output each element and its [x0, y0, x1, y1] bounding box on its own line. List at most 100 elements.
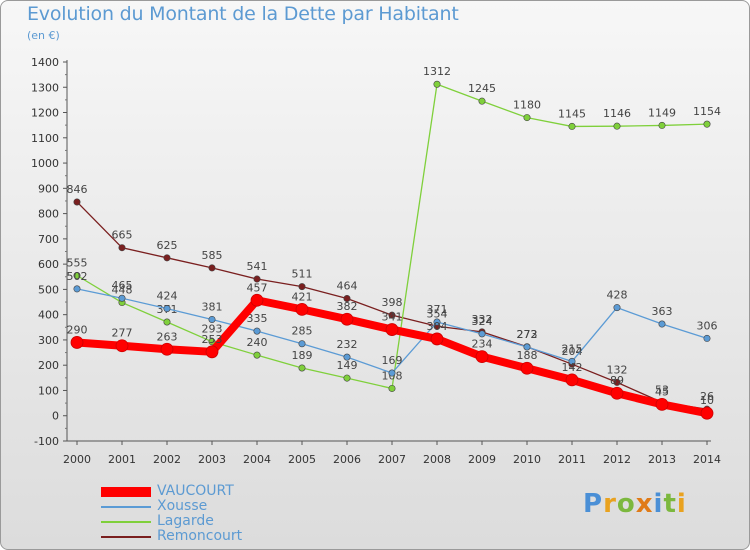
data-point-lagarde	[568, 122, 576, 130]
data-label-remoncourt: 464	[337, 279, 358, 292]
data-point-vaucourt	[430, 332, 444, 346]
data-label-lagarde: 1245	[468, 82, 496, 95]
data-point-lagarde	[163, 318, 171, 326]
data-label-vaucourt: 263	[157, 330, 178, 343]
data-point-lagarde	[343, 374, 351, 382]
data-label-lagarde: 1149	[648, 106, 676, 119]
data-point-vaucourt	[610, 386, 624, 400]
data-point-xousse	[613, 304, 621, 312]
legend-swatch	[101, 505, 151, 508]
data-point-remoncourt	[73, 198, 81, 206]
data-point-remoncourt	[208, 264, 216, 272]
legend-swatch	[101, 486, 151, 497]
data-point-xousse	[163, 305, 171, 313]
data-label-vaucourt: 382	[337, 300, 358, 313]
data-label-xousse: 335	[247, 312, 268, 325]
data-label-remoncourt: 332	[472, 313, 493, 326]
data-label-lagarde: 1146	[603, 107, 631, 120]
legend-item-vaucourt: VAUCOURT	[101, 484, 242, 499]
data-label-remoncourt: 625	[157, 239, 178, 252]
x-tick-label: 2003	[198, 453, 226, 466]
chart-subtitle: (en €)	[27, 29, 60, 42]
data-point-xousse	[658, 320, 666, 328]
x-tick-label: 2007	[378, 453, 406, 466]
data-point-lagarde	[388, 384, 396, 392]
data-point-vaucourt	[205, 345, 219, 359]
data-label-lagarde: 149	[337, 359, 358, 372]
data-label-vaucourt: 421	[292, 290, 313, 303]
data-label-xousse: 371	[427, 303, 448, 316]
data-label-vaucourt: 277	[112, 327, 133, 340]
proxiti-logo: Proxiti	[583, 489, 687, 519]
data-label-xousse: 502	[67, 270, 88, 283]
data-point-vaucourt	[475, 350, 489, 364]
data-point-xousse	[388, 369, 396, 377]
x-tick-label: 2005	[288, 453, 316, 466]
x-tick-label: 2011	[558, 453, 586, 466]
data-point-xousse	[298, 340, 306, 348]
data-label-remoncourt: 846	[67, 183, 88, 196]
data-label-remoncourt: 665	[112, 229, 133, 242]
data-point-vaucourt	[295, 302, 309, 316]
x-tick-label: 2008	[423, 453, 451, 466]
legend-label: Lagarde	[157, 513, 214, 529]
data-point-vaucourt	[70, 336, 84, 349]
data-point-vaucourt	[340, 312, 354, 326]
data-label-remoncourt: 511	[292, 268, 313, 281]
y-tick-label: 700	[38, 233, 59, 246]
data-label-remoncourt: 585	[202, 249, 223, 262]
data-label-xousse: 232	[337, 338, 358, 351]
data-point-lagarde	[613, 122, 621, 130]
data-point-vaucourt	[565, 373, 579, 387]
chart-title: Evolution du Montant de la Dette par Hab…	[27, 3, 459, 25]
legend-swatch	[101, 520, 151, 523]
data-point-remoncourt	[343, 294, 351, 302]
legend-label: VAUCOURT	[157, 483, 234, 499]
data-point-xousse	[478, 330, 486, 338]
data-label-xousse: 363	[652, 305, 673, 318]
x-tick-label: 2001	[108, 453, 136, 466]
y-tick-label: 600	[38, 258, 59, 271]
data-label-xousse: 272	[517, 328, 538, 341]
y-tick-label: 200	[38, 359, 59, 372]
x-tick-label: 2004	[243, 453, 271, 466]
data-label-vaucourt: 304	[427, 320, 448, 333]
data-point-xousse	[703, 334, 711, 342]
y-tick-label: 0	[52, 410, 59, 423]
data-point-xousse	[253, 327, 261, 335]
data-label-vaucourt: 142	[562, 361, 583, 374]
data-label-lagarde: 555	[67, 257, 88, 270]
y-tick-label: 100	[38, 384, 59, 397]
x-tick-label: 2013	[648, 453, 676, 466]
data-point-xousse	[118, 294, 126, 302]
data-label-vaucourt: 290	[67, 323, 88, 336]
data-point-lagarde	[658, 121, 666, 129]
y-tick-label: 400	[38, 309, 59, 322]
data-label-remoncourt: 541	[247, 260, 268, 273]
legend-item-remoncourt: Remoncourt	[101, 529, 242, 544]
data-point-remoncourt	[298, 283, 306, 291]
legend: VAUCOURT Xousse Lagarde Remoncourt	[101, 484, 242, 544]
data-point-vaucourt	[700, 406, 714, 420]
data-point-vaucourt	[520, 361, 534, 375]
data-point-vaucourt	[385, 323, 399, 336]
legend-item-xousse: Xousse	[101, 499, 242, 514]
y-tick-label: 1000	[31, 157, 59, 170]
data-label-xousse: 424	[157, 290, 178, 303]
data-point-xousse	[73, 285, 81, 293]
data-point-remoncourt	[163, 254, 171, 262]
data-label-lagarde: 189	[292, 349, 313, 362]
data-point-vaucourt	[250, 293, 264, 307]
data-label-xousse: 215	[562, 342, 583, 355]
data-label-lagarde: 1145	[558, 107, 586, 120]
data-label-vaucourt: 341	[382, 311, 403, 324]
data-point-lagarde	[298, 364, 306, 372]
x-tick-label: 2000	[63, 453, 91, 466]
data-point-lagarde	[478, 97, 486, 105]
data-point-lagarde	[73, 272, 81, 280]
x-tick-label: 2002	[153, 453, 181, 466]
x-tick-label: 2010	[513, 453, 541, 466]
data-point-lagarde	[253, 351, 261, 359]
